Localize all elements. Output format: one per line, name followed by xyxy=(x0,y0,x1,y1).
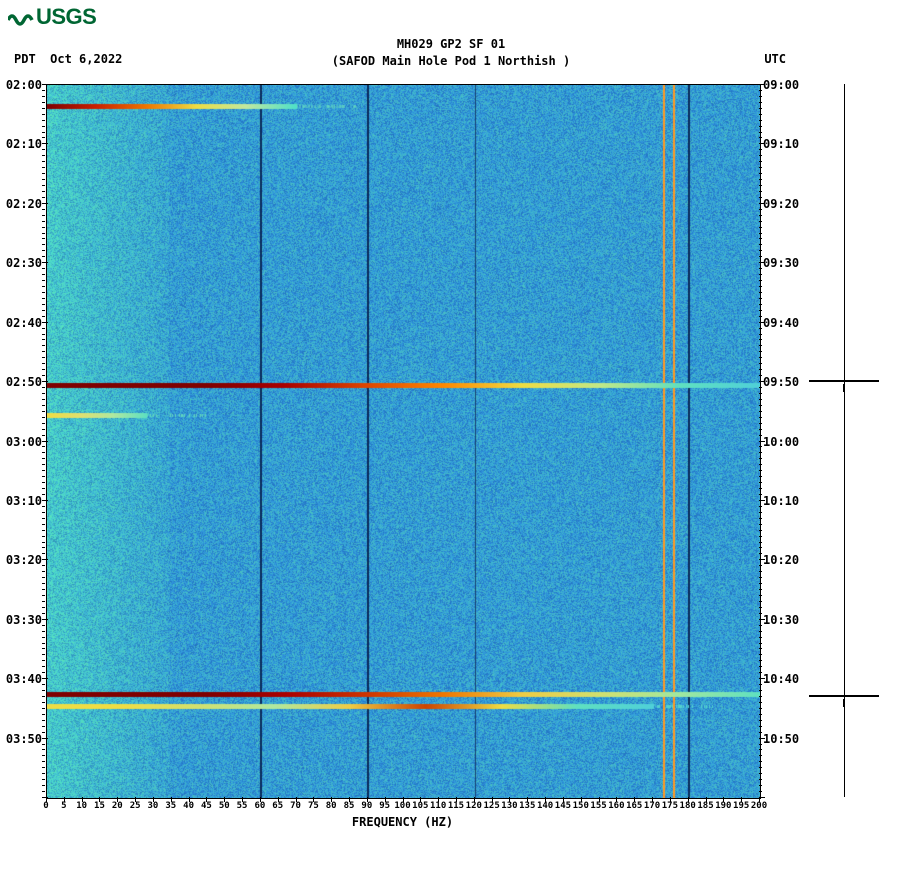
tz-left: PDT xyxy=(14,52,36,66)
usgs-wave-icon xyxy=(8,8,34,28)
station-code: MH029 GP2 SF 01 xyxy=(397,37,505,51)
ytick-right: 09:40 xyxy=(763,316,799,330)
ytick-left: 02:30 xyxy=(2,256,42,270)
ytick-left: 02:50 xyxy=(2,375,42,389)
usgs-logo-text: USGS xyxy=(36,4,96,29)
ytick-left: 03:10 xyxy=(2,494,42,508)
ytick-right: 10:10 xyxy=(763,494,799,508)
ytick-right: 10:20 xyxy=(763,553,799,567)
ytick-right: 09:50 xyxy=(763,375,799,389)
ytick-left: 02:00 xyxy=(2,78,42,92)
ytick-left: 02:20 xyxy=(2,197,42,211)
station-desc: (SAFOD Main Hole Pod 1 Northish ) xyxy=(332,54,570,68)
ytick-left: 03:00 xyxy=(2,435,42,449)
header-left: PDT Oct 6,2022 xyxy=(14,52,122,66)
spectrogram-plot xyxy=(46,84,761,799)
amplitude-scale-bar xyxy=(809,84,879,797)
ytick-right: 10:00 xyxy=(763,435,799,449)
ytick-left: 02:10 xyxy=(2,137,42,151)
header-right: UTC xyxy=(764,52,786,66)
ytick-right: 10:30 xyxy=(763,613,799,627)
ytick-right: 10:40 xyxy=(763,672,799,686)
xtick: 200 xyxy=(749,801,769,811)
xaxis-label: FREQUENCY (HZ) xyxy=(343,815,463,829)
ytick-right: 09:20 xyxy=(763,197,799,211)
usgs-logo: USGS xyxy=(8,4,96,30)
ytick-left: 03:30 xyxy=(2,613,42,627)
date: Oct 6,2022 xyxy=(50,52,122,66)
ytick-right: 10:50 xyxy=(763,732,799,746)
tz-right: UTC xyxy=(764,52,786,66)
ytick-left: 02:40 xyxy=(2,316,42,330)
ytick-right: 09:10 xyxy=(763,137,799,151)
ytick-left: 03:40 xyxy=(2,672,42,686)
ytick-left: 03:50 xyxy=(2,732,42,746)
ytick-left: 03:20 xyxy=(2,553,42,567)
ytick-right: 09:00 xyxy=(763,78,799,92)
ytick-right: 09:30 xyxy=(763,256,799,270)
